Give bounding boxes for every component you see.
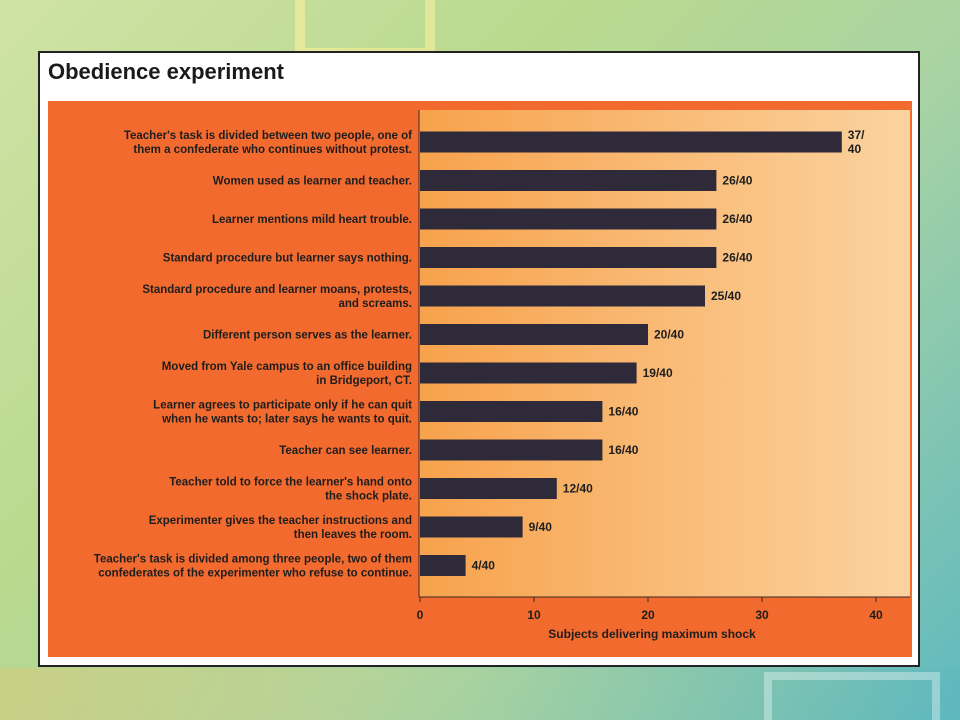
bar-value-label: 9/40 [529,520,553,534]
x-axis-title: Subjects delivering maximum shock [548,627,756,641]
category-label: Women used as learner and teacher. [213,176,412,188]
bar-value-label: 37/ [848,128,865,142]
category-label: when he wants to; later says he wants to… [161,414,412,426]
x-tick-label: 40 [869,608,883,622]
bar-value-label: 26/40 [722,251,752,265]
category-label: Learner mentions mild heart trouble. [212,214,412,226]
background-band [0,668,960,720]
bar [420,478,557,499]
category-label: confederates of the experimenter who ref… [98,568,412,580]
bar-value-label: 16/40 [608,443,638,457]
category-label: in Bridgeport, CT. [316,375,412,387]
bar-value-label: 26/40 [722,212,752,226]
bar [420,285,705,307]
bar-value-label: 16/40 [608,405,638,419]
plot-background [419,110,910,597]
bar-value-label: 26/40 [722,174,752,188]
bar-value-label: 20/40 [654,328,684,342]
category-label: then leaves the room. [294,529,412,541]
bar-value-label: 19/40 [643,366,673,380]
bar [420,516,523,538]
category-label: Teacher told to force the learner's hand… [169,477,412,489]
category-label: Standard procedure and learner moans, pr… [142,284,412,296]
bar [420,324,648,345]
bar [420,555,466,576]
bar-value-label: 12/40 [563,482,593,496]
bar-value-label: 25/40 [711,289,741,303]
bar [420,208,717,230]
bar [420,247,717,268]
category-label: Teacher's task is divided between two pe… [124,130,412,142]
bars: 37/40 26/40 26/40 26/40 25/40 20/40 19/40 16/40… [420,128,865,576]
x-tick-label: 0 [417,608,424,622]
plot-area [419,110,910,597]
bar [420,362,637,384]
bar-value-label: 40 [848,142,862,156]
category-label: Experimenter gives the teacher instructi… [149,515,412,527]
category-label: Teacher can see learner. [279,445,412,457]
bar [420,131,842,153]
bar-value-label: 4/40 [472,559,496,573]
category-labels: Teacher's task is divided between two pe… [94,130,412,580]
chart-title: Obedience experiment [48,59,284,84]
bar [420,439,603,461]
category-label: Standard procedure but learner says noth… [163,253,412,265]
category-label: Learner agrees to participate only if he… [153,400,412,412]
category-label: Moved from Yale campus to an office buil… [162,361,412,373]
x-tick-label: 10 [527,608,541,622]
category-label: Different person serves as the learner. [203,330,412,342]
background-square-decoration [764,672,940,720]
category-label: them a confederate who continues without… [133,144,412,156]
category-label: Teacher's task is divided among three pe… [94,554,412,566]
category-label: and screams. [338,298,412,310]
x-axis: 0 10 20 30 40 Subjects delivering maximum sho… [417,110,910,641]
x-tick-label: 30 [755,608,769,622]
bar [420,170,717,191]
x-tick-label: 20 [641,608,655,622]
category-label: the shock plate. [325,491,412,503]
bar [420,401,603,422]
